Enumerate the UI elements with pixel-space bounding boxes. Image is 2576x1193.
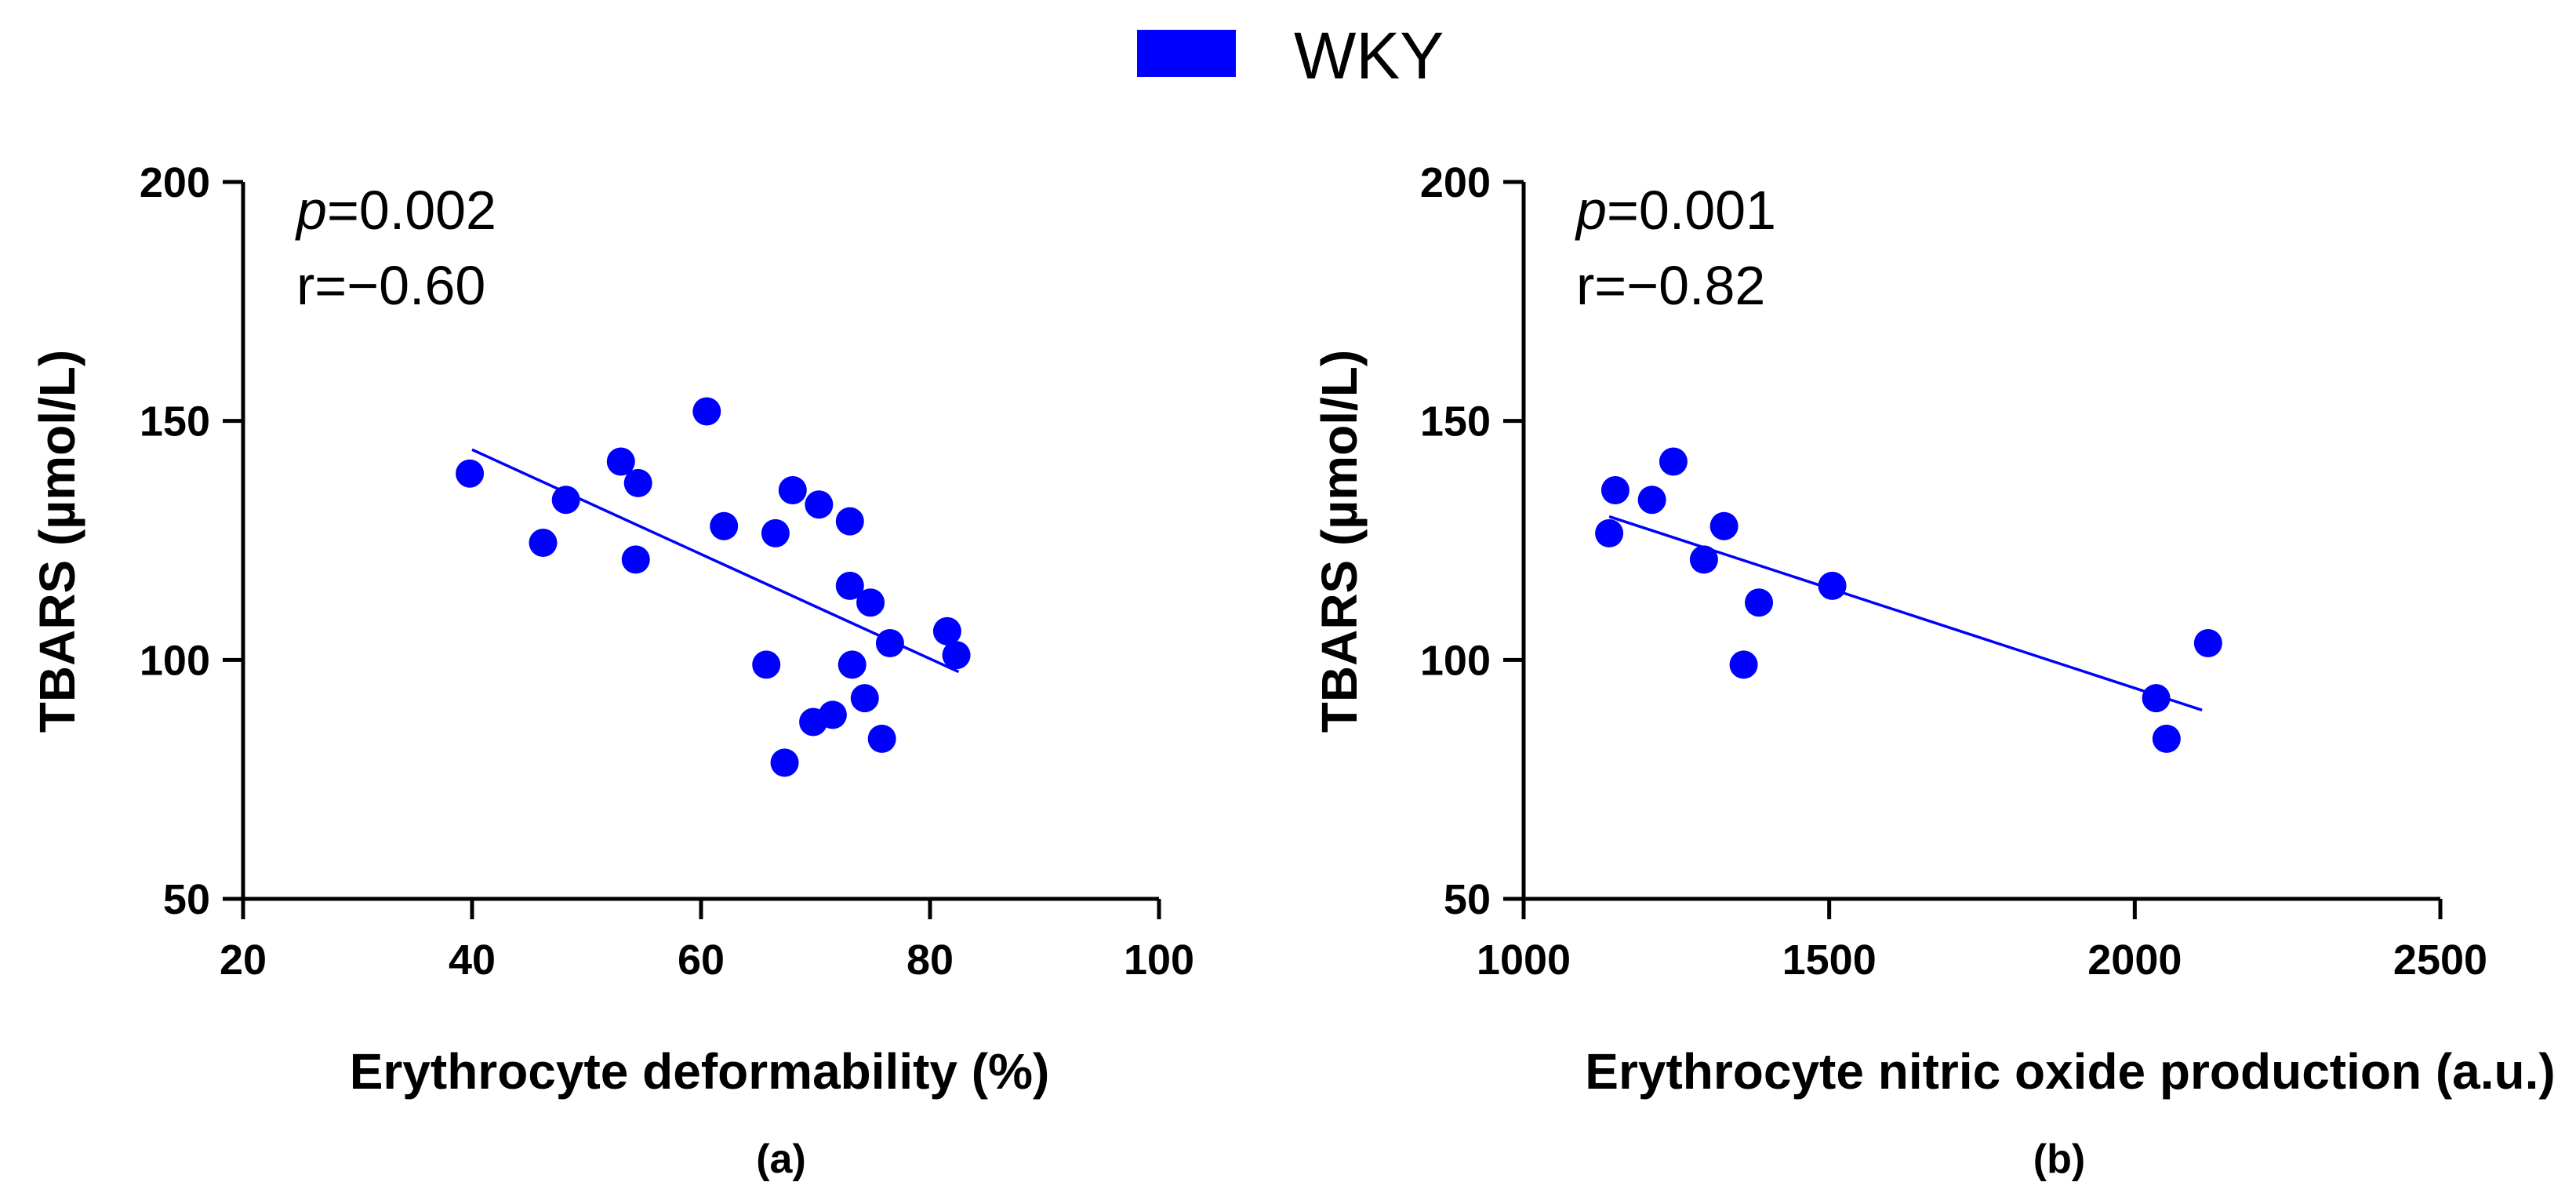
panel-b-data-point	[2152, 724, 2181, 753]
legend-label-wky: WKY	[1294, 19, 1444, 93]
panel-a-points	[456, 397, 971, 777]
panel-a-y-tick-label: 150	[140, 398, 210, 446]
panel-a-y-tick-label: 100	[140, 637, 210, 684]
panel-b-y-tick-label: 50	[1444, 876, 1491, 923]
legend-swatch-wky	[1137, 30, 1236, 77]
panel-a-data-point	[799, 707, 828, 737]
panel-b-label: (b)	[2033, 1137, 2085, 1182]
panel-a-p-number: =0.002	[327, 180, 496, 241]
panel-a-x-tick-label: 80	[907, 937, 954, 984]
panel-b-ticks: 1000 1500 2000 2500 50 100 150 200	[1420, 159, 2487, 984]
panel-b-data-point	[1600, 476, 1630, 505]
panel-a-data-point	[692, 397, 721, 426]
panel-a-data-point	[710, 511, 739, 540]
panel-a-data-point	[770, 748, 799, 777]
panel-a-p-value: p=0.002	[295, 180, 496, 241]
panel-a-ticks: 20 40 60 80 100 50 100 150 200	[140, 159, 1194, 984]
panel-a-data-point	[551, 486, 580, 515]
panel-a-data-point	[621, 545, 650, 574]
panel-b-p-number: =0.001	[1607, 180, 1776, 241]
panel-b-x-title: Erythrocyte nitric oxide production (a.u…	[1585, 1043, 2555, 1100]
panel-a-y-tick-label: 200	[140, 159, 210, 206]
panel-b-data-point	[2142, 684, 2171, 713]
panel-a-data-point	[456, 459, 485, 488]
panel-b-data-point	[1659, 447, 1688, 476]
panel-a-data-point	[778, 476, 807, 505]
panel-a-x-tick-label: 60	[678, 937, 725, 984]
panel-b-regression-line	[1608, 515, 2203, 711]
legend: WKY	[1137, 19, 1444, 93]
panel-b-x-tick-label: 1500	[1782, 937, 1877, 984]
panel-a-y-tick-label: 50	[163, 876, 210, 923]
panel-b-p-value: p=0.001	[1575, 180, 1776, 241]
panel-a-data-point	[529, 529, 558, 558]
panel-b-data-point	[1745, 588, 1774, 617]
panel-b: 1000 1500 2000 2500 50 100 150 200 p=0.001 r=−0…	[1311, 159, 2556, 1182]
panel-a-data-point	[856, 588, 885, 617]
panel-a-x-tick-label: 100	[1124, 937, 1194, 984]
panel-a: 20 40 60 80 100 50 100 150 200 p=0.002 r=−0.60 E…	[29, 159, 1194, 1182]
panel-b-data-point	[1595, 518, 1624, 547]
panel-a-fit	[471, 448, 960, 674]
panel-a-data-point	[752, 650, 781, 679]
panel-a-x-tick-label: 40	[449, 937, 496, 984]
panel-a-data-point	[932, 617, 961, 646]
panel-a-data-point	[805, 490, 834, 519]
panel-a-y-title: TBARS (µmol/L)	[29, 350, 85, 733]
panel-b-data-point	[1637, 486, 1666, 515]
panel-a-data-point	[835, 507, 864, 536]
panel-a-x-tick-label: 20	[220, 937, 267, 984]
panel-a-r-value: r=−0.60	[296, 255, 485, 316]
panel-b-x-tick-label: 1000	[1477, 937, 1571, 984]
panel-b-y-tick-label: 150	[1420, 398, 1491, 446]
panel-b-r-value: r=−0.82	[1576, 255, 1765, 316]
panel-a-x-title: Erythrocyte deformability (%)	[350, 1043, 1050, 1100]
panel-b-x-tick-label: 2500	[2393, 937, 2487, 984]
panel-b-points	[1595, 447, 2222, 753]
panel-b-y-tick-label: 100	[1420, 637, 1491, 684]
panel-a-data-point	[623, 468, 652, 497]
panel-b-x-tick-label: 2000	[2087, 937, 2182, 984]
panel-b-p-prefix: p	[1575, 180, 1607, 241]
panel-b-y-tick-label: 200	[1420, 159, 1491, 206]
panel-b-data-point	[1729, 650, 1758, 679]
panel-a-data-point	[850, 684, 879, 713]
panel-a-data-point	[835, 571, 864, 600]
panel-a-data-point	[875, 629, 904, 658]
panel-a-data-point	[837, 650, 867, 679]
panel-a-p-prefix: p	[295, 180, 327, 241]
panel-a-label: (a)	[756, 1137, 806, 1182]
panel-b-y-title: TBARS (µmol/L)	[1311, 350, 1368, 733]
panel-b-fit	[1608, 515, 2203, 711]
panel-a-data-point	[867, 724, 896, 753]
panel-b-data-point	[1818, 571, 1847, 600]
panel-b-data-point	[1689, 545, 1718, 574]
panel-a-data-point	[606, 447, 635, 476]
panel-a-regression-line	[471, 448, 960, 674]
panel-b-data-point	[2193, 629, 2222, 658]
panel-a-data-point	[761, 518, 790, 547]
panel-a-data-point	[942, 641, 971, 670]
panel-b-data-point	[1709, 511, 1739, 540]
